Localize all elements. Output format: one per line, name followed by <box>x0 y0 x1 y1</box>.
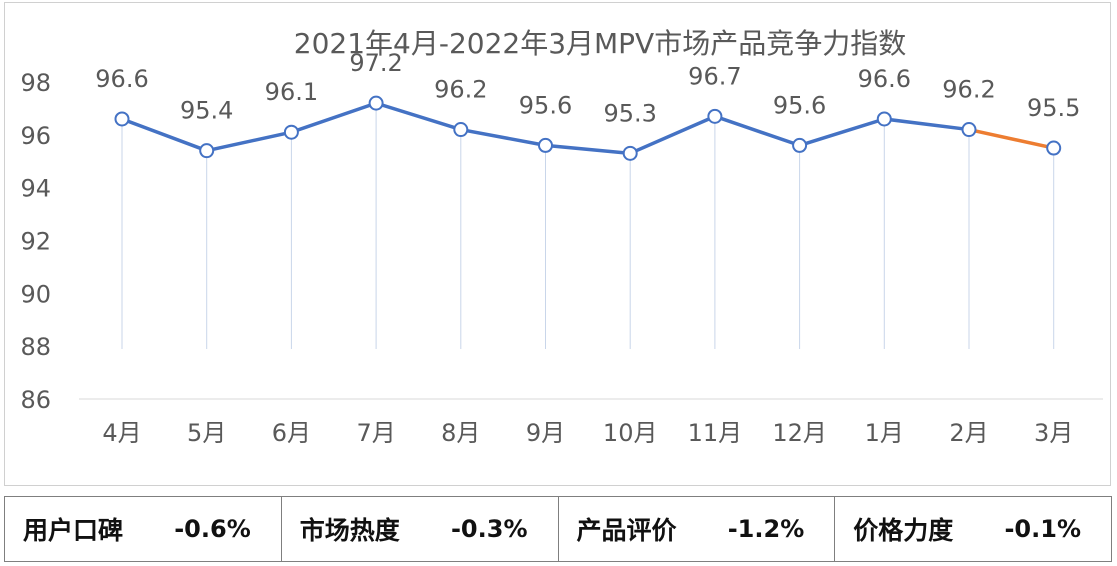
data-point <box>199 143 215 159</box>
y-tick-label: 96 <box>20 122 51 150</box>
data-label: 96.2 <box>434 76 487 104</box>
summary-label: 市场热度 <box>299 516 400 545</box>
data-label: 96.2 <box>942 76 995 104</box>
data-label: 95.4 <box>180 97 233 125</box>
data-point <box>622 145 638 161</box>
drop-lines <box>121 103 1055 349</box>
summary-value: -0.3% <box>450 515 528 543</box>
x-tick-label: 11月 <box>688 419 743 447</box>
data-label: 95.6 <box>773 91 826 119</box>
data-point <box>792 137 808 153</box>
x-tick-label: 8月 <box>441 419 480 447</box>
chart-container: 2021年4月-2022年3月MPV市场产品竞争力指数 98 96 94 92 90 88… <box>4 2 1111 486</box>
data-labels: 96.6 95.4 96.1 97.2 96.2 95.6 95.3 96.7 95.6 96.6… <box>95 49 1080 127</box>
data-point <box>283 124 299 140</box>
data-label: 96.6 <box>95 65 148 93</box>
data-label: 95.6 <box>519 91 572 119</box>
y-tick-label: 88 <box>20 333 51 361</box>
x-tick-label: 5月 <box>187 419 226 447</box>
chart-title: 2021年4月-2022年3月MPV市场产品竞争力指数 <box>294 27 906 60</box>
x-tick-label: 9月 <box>526 419 565 447</box>
data-label: 95.3 <box>603 99 656 127</box>
x-tick-label: 10月 <box>603 419 658 447</box>
x-axis-tick-labels: 4月 5月 6月 7月 8月 9月 10月 11月 12月 1月 2月 3月 <box>102 419 1073 447</box>
summary-cell-user-reputation: 用户口碑 -0.6% <box>5 497 282 561</box>
summary-label: 用户口碑 <box>23 516 124 545</box>
summary-value: -0.1% <box>1004 515 1081 543</box>
summary-label: 产品评价 <box>576 516 677 545</box>
x-tick-label: 3月 <box>1034 419 1073 447</box>
x-tick-label: 7月 <box>356 419 395 447</box>
x-tick-label: 4月 <box>102 419 141 447</box>
y-tick-label: 98 <box>20 69 51 97</box>
x-tick-label: 1月 <box>865 419 904 447</box>
line-chart: 2021年4月-2022年3月MPV市场产品竞争力指数 98 96 94 92 90 88… <box>20 27 1103 447</box>
data-point <box>453 122 469 138</box>
summary-cell-price-strength: 价格力度 -0.1% <box>835 497 1111 561</box>
data-point <box>538 137 553 153</box>
summary-cell-market-heat: 市场热度 -0.3% <box>282 497 559 561</box>
y-tick-label: 86 <box>20 386 51 414</box>
summary-bar: 用户口碑 -0.6% 市场热度 -0.3% 产品评价 -1.2% 价格力度 -0… <box>4 496 1112 562</box>
data-point <box>707 108 723 124</box>
y-axis-tick-labels: 98 96 94 92 90 88 86 <box>20 69 51 414</box>
data-label: 95.5 <box>1027 94 1080 122</box>
summary-cell-product-review: 产品评价 -1.2% <box>559 497 836 561</box>
summary-label: 价格力度 <box>853 516 954 545</box>
data-label: 96.6 <box>858 65 911 93</box>
x-tick-label: 2月 <box>949 419 988 447</box>
x-tick-label: 6月 <box>272 419 311 447</box>
series-line-last-segment <box>967 127 1056 150</box>
data-point <box>876 111 892 127</box>
y-tick-label: 90 <box>20 280 51 308</box>
data-points <box>114 95 1062 161</box>
data-point <box>1046 140 1062 156</box>
y-tick-label: 94 <box>20 175 51 203</box>
data-point <box>368 95 384 111</box>
data-point <box>961 122 977 138</box>
summary-value: -1.2% <box>727 515 805 543</box>
series-line <box>120 101 1056 156</box>
data-label: 97.2 <box>349 49 402 77</box>
summary-value: -0.6% <box>174 515 251 543</box>
data-label: 96.1 <box>265 78 318 106</box>
y-tick-label: 92 <box>20 228 51 256</box>
data-label: 96.7 <box>688 62 741 90</box>
data-point <box>114 111 130 127</box>
x-tick-label: 12月 <box>772 419 827 447</box>
